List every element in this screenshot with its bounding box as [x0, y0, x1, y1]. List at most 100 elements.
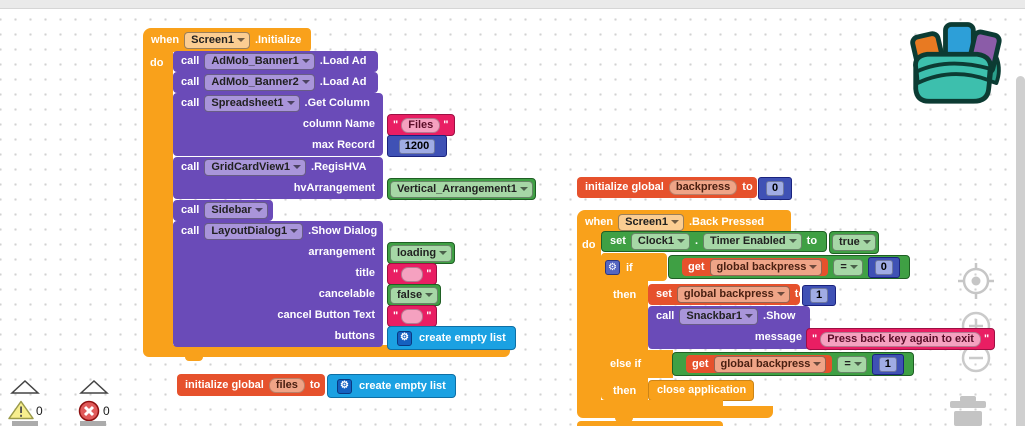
block-when-screen1-initialize[interactable]: when Screen1 .Initialize — [143, 28, 311, 52]
clock1-dropdown[interactable]: Clock1 — [630, 233, 690, 250]
then-label: then — [613, 385, 637, 397]
layoutdialog1-dropdown[interactable]: LayoutDialog1 — [204, 223, 304, 240]
block-false-cancelable[interactable]: false — [387, 284, 442, 306]
block-logic-true[interactable]: true — [829, 231, 879, 254]
admob-banner1-dropdown[interactable]: AdMob_Banner1 — [204, 53, 315, 70]
block-vertical-arrangement1[interactable]: Vertical_Arrangement1 — [387, 178, 536, 200]
to-keyword: to — [806, 235, 818, 247]
block-close-application[interactable]: close application — [648, 380, 754, 401]
error-icon[interactable] — [78, 400, 100, 422]
block-call-admob-banner2-load-ad[interactable]: call AdMob_Banner2 .Load Ad — [173, 72, 378, 93]
gear-icon[interactable]: ⚙ — [337, 378, 352, 394]
block-number-0-init[interactable]: 0 — [758, 177, 792, 200]
snackbar1-dropdown[interactable]: Snackbar1 — [679, 308, 759, 325]
cancel-button-text-param-label: cancel Button Text — [277, 309, 375, 321]
block-create-empty-list-buttons[interactable]: ⚙ create empty list — [387, 326, 516, 350]
spreadsheet1-dropdown[interactable]: Spreadsheet1 — [204, 95, 300, 112]
admob-banner2-dropdown[interactable]: AdMob_Banner2 — [204, 74, 315, 91]
when-initialize-spine[interactable] — [143, 51, 173, 345]
gridcardview1-dropdown[interactable]: GridCardView1 — [204, 159, 307, 176]
block-number-0[interactable]: 0 — [867, 256, 900, 278]
close-quote: " — [983, 332, 990, 345]
backpress-var-field[interactable]: backpress — [668, 180, 738, 195]
block-set-global-backpress[interactable]: set global backpress to — [648, 284, 805, 305]
block-text-files[interactable]: " Files " — [387, 114, 455, 136]
get-column-method-label: .Get Column — [304, 97, 370, 109]
do-label: do — [582, 239, 596, 251]
number-0-field[interactable]: 0 — [765, 181, 785, 196]
back-pressed-spine[interactable] — [577, 234, 601, 406]
number-0-field[interactable]: 0 — [874, 259, 893, 275]
block-empty-text-title[interactable]: " " — [387, 263, 438, 285]
global-backpress-dropdown[interactable]: global backpress — [676, 286, 790, 303]
block-text-press-back[interactable]: " Press back key again to exit " — [806, 328, 996, 350]
center-workspace-icon[interactable] — [956, 261, 996, 301]
global-backpress-dropdown[interactable]: global backpress — [713, 355, 827, 373]
snackbar1-dropdown-value: Snackbar1 — [686, 310, 743, 322]
call-keyword: call — [181, 204, 200, 216]
sidebar-dropdown[interactable]: Sidebar — [204, 202, 268, 219]
buttons-param-label: buttons — [334, 330, 375, 342]
true-dropdown[interactable]: true — [832, 234, 876, 251]
equals-operator-dropdown[interactable]: = — [837, 355, 867, 373]
equals-operator-dropdown[interactable]: = — [833, 258, 863, 276]
block-call-sidebar[interactable]: call Sidebar — [173, 200, 273, 221]
block-empty-text-cancel-button[interactable]: " " — [387, 305, 438, 327]
files-var-field[interactable]: files — [268, 377, 305, 393]
block-call-gridcardview1-regishva[interactable]: call GridCardView1 .RegisHVA hvArrangeme… — [173, 157, 383, 199]
block-init-global-files[interactable]: initialize global files to — [177, 374, 325, 396]
to-keyword: to — [309, 378, 321, 391]
trash-icon[interactable] — [944, 396, 992, 426]
message-param-label: message — [754, 331, 802, 343]
block-when-screen1-back-pressed[interactable]: when Screen1 .Back Pressed — [577, 210, 791, 234]
timer-enabled-dropdown[interactable]: Timer Enabled — [703, 233, 802, 250]
block-call-snackbar1-show[interactable]: call Snackbar1 .Show message — [648, 306, 810, 349]
title-text-field[interactable] — [401, 266, 424, 282]
block-loading-arrangement[interactable]: loading — [387, 242, 456, 264]
warning-icon[interactable] — [8, 400, 34, 420]
call-keyword: call — [181, 225, 200, 237]
block-call-layoutdialog1-show-dialog[interactable]: call LayoutDialog1 .Show Dialog arrangem… — [173, 221, 383, 347]
block-call-admob-banner1-load-ad[interactable]: call AdMob_Banner1 .Load Ad — [173, 51, 378, 72]
screen1-dropdown[interactable]: Screen1 — [618, 213, 684, 231]
collapse-errors-arrow-icon[interactable] — [79, 379, 109, 395]
block-call-spreadsheet1-get-column[interactable]: call Spreadsheet1 .Get Column column Nam… — [173, 93, 383, 156]
loading-dropdown[interactable]: loading — [390, 244, 453, 262]
global-backpress-dropdown[interactable]: global backpress — [709, 258, 823, 276]
gear-icon[interactable]: ⚙ — [605, 260, 620, 275]
block-set-clock1-timer-enabled[interactable]: set Clock1 . Timer Enabled to — [601, 231, 827, 252]
press-back-text-field[interactable]: Press back key again to exit — [820, 331, 981, 347]
gear-icon[interactable]: ⚙ — [397, 330, 412, 346]
else-if-row[interactable] — [601, 350, 673, 378]
block-create-empty-list-files[interactable]: ⚙ create empty list — [327, 374, 456, 398]
files-text-field[interactable]: Files — [401, 117, 441, 133]
show-dialog-method-label: .Show Dialog — [308, 225, 378, 237]
collapse-warnings-arrow-icon[interactable] — [10, 379, 40, 395]
number-1-field[interactable]: 1 — [878, 356, 897, 372]
partial-block-bottom-edge[interactable] — [577, 421, 723, 426]
back-pressed-bottom[interactable] — [577, 406, 773, 418]
loading-value: loading — [397, 246, 437, 259]
back-pressed-event-label: .Back Pressed — [688, 215, 765, 228]
screen1-dropdown[interactable]: Screen1 — [184, 31, 250, 49]
spreadsheet1-dropdown-value: Spreadsheet1 — [211, 97, 284, 109]
block-eq-compare-0[interactable]: get global backpress = 0 — [668, 255, 910, 279]
cancel-button-text-field[interactable] — [401, 308, 424, 324]
block-get-global-backpress[interactable]: get global backpress — [682, 258, 829, 276]
false-dropdown[interactable]: false — [390, 286, 439, 304]
block-number-1-set[interactable]: 1 — [802, 285, 836, 306]
vertical-scrollbar[interactable] — [1016, 76, 1025, 426]
backpack-icon[interactable] — [903, 12, 1011, 108]
block-number-1[interactable]: 1 — [871, 353, 904, 375]
block-get-global-backpress[interactable]: get global backpress — [686, 355, 833, 373]
block-number-1200[interactable]: 1200 — [387, 135, 447, 157]
warning-count: 0 — [36, 404, 43, 418]
block-eq-compare-1[interactable]: get global backpress = 1 — [672, 352, 914, 376]
number-1200-field[interactable]: 1200 — [398, 138, 436, 154]
gridcardview1-dropdown-value: GridCardView1 — [211, 161, 291, 173]
open-quote: " — [812, 332, 818, 345]
number-1-field[interactable]: 1 — [809, 288, 829, 303]
block-init-global-backpress[interactable]: initialize global backpress to — [577, 177, 757, 198]
vertical-arrangement1-dropdown[interactable]: Vertical_Arrangement1 — [390, 180, 533, 198]
